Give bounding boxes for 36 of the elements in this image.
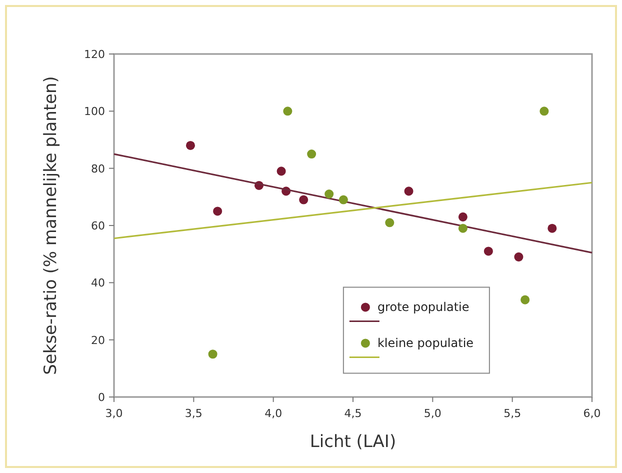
legend-label: grote populatie (377, 300, 470, 314)
y-tick-label: 100 (84, 105, 105, 118)
y-tick-label: 120 (84, 48, 105, 61)
point (385, 218, 394, 228)
point (213, 206, 222, 216)
point (283, 106, 292, 116)
y-tick-label: 60 (91, 220, 105, 232)
x-tick-label: 5,0 (424, 407, 442, 420)
x-tick-label: 4,5 (344, 407, 362, 420)
point (186, 140, 195, 150)
point (458, 224, 468, 233)
point (307, 150, 316, 159)
x-tick-label: 3,0 (105, 407, 123, 420)
point (338, 195, 348, 204)
y-tick-label: 20 (91, 334, 105, 347)
point (548, 224, 557, 233)
x-tick-label: 5,5 (504, 407, 522, 420)
legend-label: kleine populatie (377, 336, 474, 350)
point (404, 186, 414, 196)
point (514, 252, 524, 262)
y-axis-title: Sekse-ratio (% mannelijke planten) (41, 76, 61, 375)
point (276, 166, 286, 176)
x-tick-label: 6,0 (583, 407, 601, 420)
x-axis-title: Licht (LAI) (310, 432, 396, 452)
point (458, 212, 468, 222)
point (484, 246, 493, 256)
x-tick-label: 3,5 (184, 407, 202, 420)
x-tick-label: 4,0 (264, 407, 282, 420)
point (208, 350, 218, 359)
point (540, 106, 549, 116)
y-tick-label: 80 (91, 162, 105, 176)
y-tick-label: 0 (98, 391, 105, 404)
point (299, 195, 308, 204)
point (324, 190, 334, 199)
point (520, 295, 530, 304)
y-tick-label: 40 (91, 276, 105, 290)
